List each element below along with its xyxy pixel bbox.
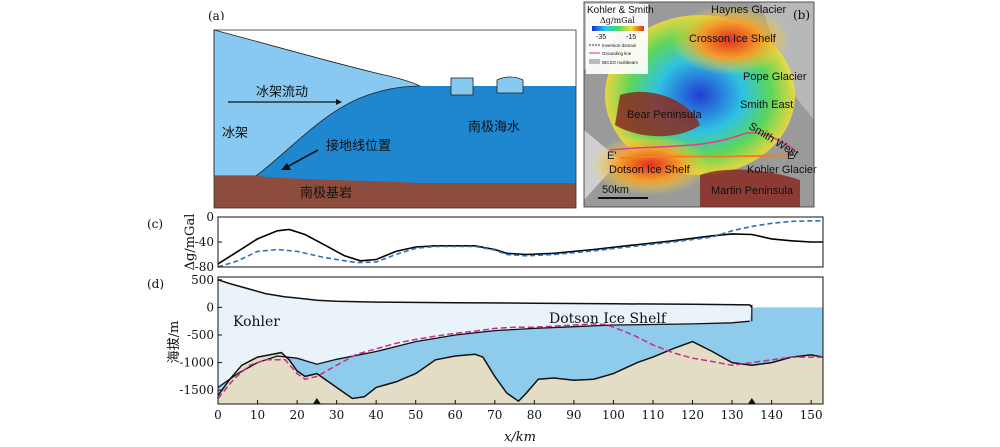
panel-c: (c) Δg/mGal 0 -40 -80: [147, 210, 824, 274]
panel-b-map: Kohler & Smith Δg/mGal -35 -15 Inversion…: [583, 1, 817, 208]
y-tick-label: -1000: [179, 356, 214, 370]
x-tick-label: 140: [760, 408, 783, 422]
x-tick-label: 130: [721, 408, 744, 422]
grounding-line: [609, 132, 796, 151]
profile-marker: [312, 398, 321, 404]
panel-a-border: [213, 29, 577, 209]
legend-grounding-line: Grounding line: [602, 51, 632, 56]
place-martin-peninsula: Martin Peninsula: [711, 185, 794, 197]
x-tick-label: 80: [527, 408, 542, 422]
y-tick-label: 0: [206, 300, 214, 314]
ice-shelf-flow-label: 冰架流动: [256, 85, 308, 100]
place-kohler-glacier: Kohler Glacier: [747, 164, 817, 176]
legend-inversion-domain: Inversion domain: [602, 43, 637, 48]
ice-surface-line: [217, 279, 753, 308]
x-tick-label: 0: [214, 408, 222, 422]
x-tick-label: 10: [250, 408, 265, 422]
panel-d-lines: [217, 279, 824, 403]
x-tick-label: 110: [642, 408, 665, 422]
grounding-arrow: [284, 149, 319, 169]
gravity-anomaly-high: [590, 135, 710, 195]
legend-swatch: [589, 59, 600, 64]
panel-c-frame: [217, 216, 824, 268]
colorbar-label: Δg/mGal: [600, 16, 635, 25]
x-tick-label: 90: [566, 408, 581, 422]
iceberg: [496, 76, 524, 94]
ice-shelf-area: [213, 29, 421, 177]
profile-line: [619, 154, 791, 159]
place-dotson-ice-shelf: Dotson Ice Shelf: [609, 164, 691, 176]
panel-a: (a) 冰架流动 冰架 南极海水 接地线位置 南极基岩: [208, 9, 577, 209]
annotation-kohler: Kohler: [233, 314, 280, 330]
landmass: [700, 169, 800, 207]
modeled-gravity-line: [217, 220, 823, 268]
panel-d-areas: [218, 279, 823, 404]
ocean-label: 南极海水: [468, 119, 520, 135]
place-smith-east: Smith East: [740, 99, 793, 111]
place-haynes-glacier: Haynes Glacier: [711, 4, 787, 16]
scale-bar-label: 50km: [602, 184, 629, 196]
flow-arrow-head: [336, 99, 342, 105]
panel-c-label: (c): [147, 217, 163, 231]
landmass: [615, 91, 700, 137]
y-tick-label: -40: [195, 235, 214, 249]
panel-c-series: [217, 220, 823, 268]
observed-bed-line: [217, 340, 824, 403]
profile-end-left: E': [607, 150, 616, 162]
place-pope-glacier: Pope Glacier: [743, 71, 807, 83]
observed-gravity-line: [217, 228, 823, 265]
iceberg: [450, 77, 474, 96]
x-tick-label: 20: [289, 408, 304, 422]
bedrock-label: 南极基岩: [300, 185, 352, 201]
panel-d-ylabel: 海拔/m: [167, 321, 182, 364]
ice-shelf-label: 冰架: [222, 126, 248, 141]
panel-c-ylabel: Δg/mGal: [183, 214, 198, 271]
x-tick-label: 100: [602, 408, 625, 422]
annotation-dotson-ice-shelf: Dotson Ice Shelf: [549, 311, 668, 327]
ice-base-line: [217, 320, 750, 388]
x-tick-label: 40: [369, 408, 384, 422]
y-tick-label: 0: [206, 210, 214, 224]
ocean-area: [256, 86, 576, 183]
y-tick-label: -80: [195, 260, 214, 274]
bedrock-area: [218, 341, 823, 404]
x-tick-label: 60: [448, 408, 463, 422]
colorbar-tick: -15: [626, 34, 636, 41]
panel-d-frame: [217, 276, 824, 405]
x-tick-label: 30: [329, 408, 344, 422]
profile-marker: [747, 398, 756, 404]
place-bear-peninsula: Bear Peninsula: [627, 109, 702, 121]
panel-c-y-ticks: 0 -40 -80: [195, 210, 222, 274]
bedrock-area: [214, 176, 576, 208]
y-tick-label: -500: [187, 328, 214, 342]
x-tick-label: 50: [408, 408, 423, 422]
modeled-bed-line: [217, 323, 823, 399]
colorbar: [592, 26, 644, 31]
panel-a-label: (a): [208, 9, 225, 23]
grounding-arrow-head: [281, 163, 291, 170]
panel-d-xlabel: x/km: [504, 430, 536, 445]
ice-shelf-area: [218, 279, 752, 388]
map-title: Kohler & Smith: [587, 5, 654, 16]
x-tick-label: 150: [800, 408, 823, 422]
y-tick-label: 500: [191, 273, 214, 287]
gravity-anomaly-high: [670, 5, 790, 75]
panel-b-border: [583, 1, 815, 208]
place-crosson-ice-shelf: Crosson Ice Shelf: [689, 33, 777, 45]
x-tick-label: 120: [681, 408, 704, 422]
y-tick-label: -1500: [179, 383, 214, 397]
panel-d-label: (d): [147, 277, 164, 291]
colorbar-tick: -35: [596, 34, 606, 41]
grounding-line-label: 接地线位置: [326, 138, 391, 154]
legend-ibcso: IBCSO multibeam: [602, 60, 638, 65]
x-tick-label: 70: [487, 408, 502, 422]
panel-b-label: (b): [793, 8, 810, 22]
profile-end-right: E: [787, 150, 794, 162]
